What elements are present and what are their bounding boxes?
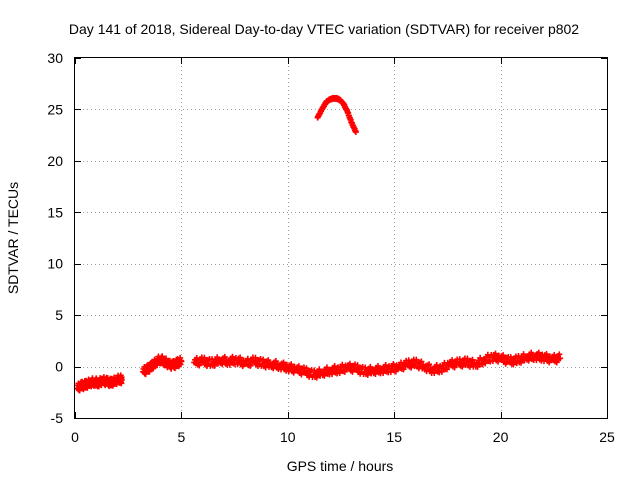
data-points — [74, 94, 564, 394]
data-point-fill — [303, 365, 310, 372]
y-axis-label: SDTVAR / TECUs — [5, 182, 21, 294]
x-tick-label: 0 — [71, 429, 79, 445]
data-point-fill — [346, 360, 353, 367]
data-point — [178, 358, 185, 365]
y-tick-label: 20 — [47, 153, 63, 169]
x-axis-label: GPS time / hours — [287, 458, 394, 474]
y-tick-label: 10 — [47, 256, 63, 272]
data-point-fill — [469, 356, 476, 363]
y-tick-labels: -5 0 5 10 15 20 25 30 — [47, 50, 63, 426]
data-point-fill — [288, 361, 295, 368]
x-tick-label: 5 — [178, 429, 186, 445]
x-tick-labels: 0 5 10 15 20 25 — [71, 429, 615, 445]
y-tick-label: 0 — [55, 359, 63, 375]
x-tick-label: 25 — [599, 429, 615, 445]
chart-title: Day 141 of 2018, Sidereal Day-to-day VTE… — [69, 21, 579, 37]
data-point — [352, 129, 359, 136]
data-point-fill — [272, 358, 279, 365]
data-point-fill — [518, 359, 525, 366]
data-point-fill — [252, 354, 259, 361]
data-point-fill — [443, 366, 450, 373]
data-point-fill — [295, 363, 302, 370]
data-point-fill — [438, 368, 445, 375]
data-point-fill — [354, 362, 361, 369]
data-point-fill — [492, 350, 499, 357]
x-tick-label: 20 — [493, 429, 509, 445]
data-point-fill — [201, 354, 208, 361]
data-point — [118, 376, 125, 383]
data-point-fill — [260, 356, 267, 363]
data-point-fill — [500, 352, 507, 359]
y-tick-label: 30 — [47, 50, 63, 66]
data-point-fill — [221, 353, 228, 360]
data-point-fill — [237, 354, 244, 361]
data-point-fill — [418, 358, 425, 365]
data-point-fill — [543, 351, 550, 358]
data-point-fill — [535, 349, 542, 356]
data-point — [557, 355, 564, 362]
data-point-fill — [265, 357, 272, 364]
data-point-fill — [400, 366, 407, 373]
data-point-fill — [556, 351, 563, 358]
axis-ticks — [75, 58, 608, 419]
x-tick-label: 10 — [280, 429, 296, 445]
data-point-fill — [211, 362, 218, 369]
x-tick-label: 15 — [386, 429, 402, 445]
plot-frame — [74, 57, 608, 419]
series-1 — [140, 353, 185, 378]
y-tick-label: 5 — [55, 307, 63, 323]
series-0 — [74, 372, 125, 394]
y-tick-label: 15 — [47, 204, 63, 220]
data-point-fill — [482, 360, 489, 367]
data-point-fill — [413, 356, 420, 363]
data-point-fill — [426, 361, 433, 368]
series-3 — [314, 94, 359, 136]
y-tick-label: -5 — [51, 410, 64, 426]
data-point-fill — [280, 359, 287, 366]
series-2 — [191, 349, 564, 381]
data-point-fill — [474, 363, 481, 370]
data-point-fill — [464, 355, 471, 362]
y-tick-label: 25 — [47, 101, 63, 117]
